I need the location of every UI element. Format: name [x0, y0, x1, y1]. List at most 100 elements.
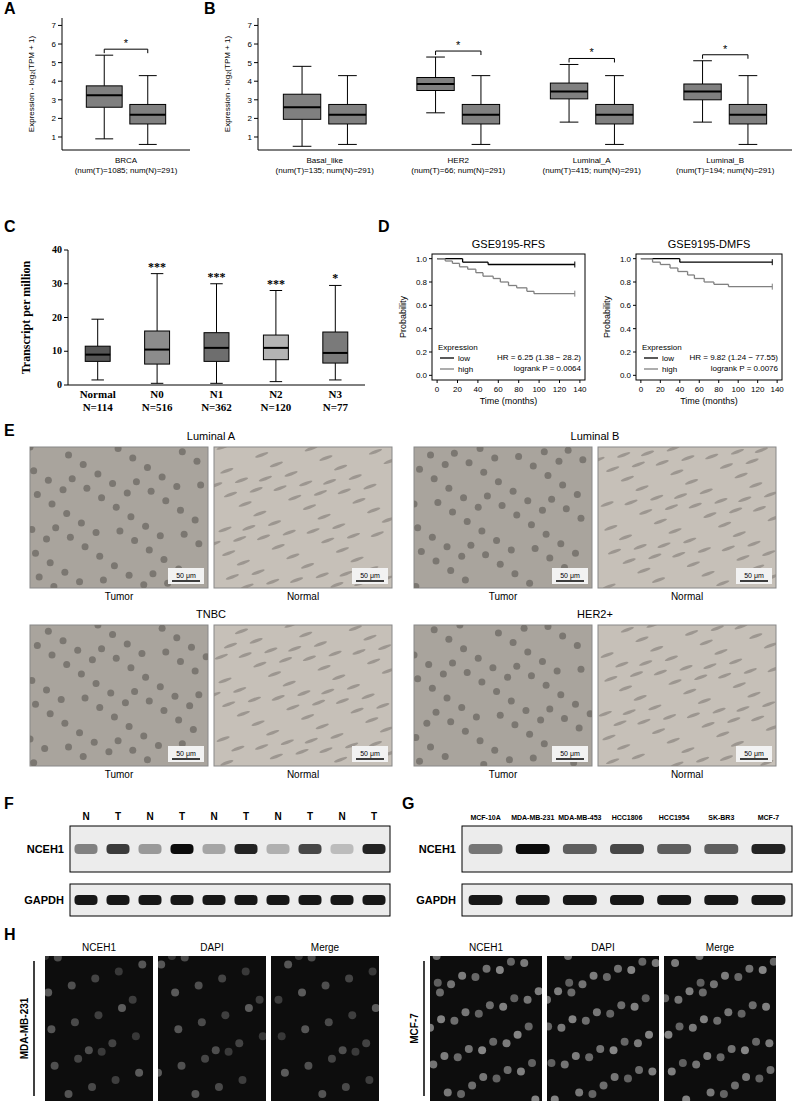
whisker [747, 76, 748, 105]
fiber [738, 495, 752, 503]
fiber [620, 475, 634, 483]
if-image [271, 956, 379, 1101]
median [462, 114, 499, 116]
nucleus [96, 553, 103, 560]
scale-patch [736, 568, 772, 584]
nucleus [429, 685, 436, 692]
significance-bracket [569, 58, 614, 62]
ihc-image [30, 447, 208, 588]
image-label: Normal [287, 591, 319, 602]
nucleus [192, 516, 199, 523]
fiber [319, 454, 333, 462]
nucleus [555, 458, 562, 465]
fiber [763, 642, 776, 650]
x-tick-label: 20 [656, 385, 665, 394]
nucleus [445, 636, 452, 643]
channel-label: DAPI [591, 942, 614, 953]
nucleus [497, 712, 504, 719]
band [74, 844, 97, 854]
cell [742, 1073, 750, 1081]
nucleus [52, 524, 59, 531]
whisker-cap [151, 383, 163, 384]
nucleus [41, 745, 48, 752]
y-tick-label: 0.6 [620, 301, 632, 310]
nucleus [528, 672, 535, 679]
fiber [714, 497, 728, 505]
cell [301, 1025, 309, 1033]
fiber [684, 629, 698, 637]
fiber [284, 625, 298, 629]
box [130, 104, 166, 124]
x-axis [68, 385, 365, 386]
panel-letter: A [4, 0, 16, 17]
fiber [346, 683, 360, 691]
fiber [300, 713, 314, 721]
y-tick-label: 40 [52, 244, 62, 255]
y-tick [64, 351, 68, 352]
box [596, 104, 633, 124]
legend-label: low [458, 354, 470, 363]
x-tick-label: 80 [514, 385, 523, 394]
cell [369, 967, 377, 975]
cell [45, 956, 49, 960]
plot-frame [432, 254, 585, 380]
fiber [662, 713, 676, 721]
group-bar [33, 961, 35, 1096]
box [204, 333, 229, 362]
band [657, 895, 691, 905]
x-tick-label: 0 [639, 385, 644, 394]
nucleus [508, 698, 515, 705]
group-bar [423, 961, 425, 1096]
cell [132, 1032, 140, 1040]
legend-title: Expression [642, 343, 682, 352]
scale-patch [168, 568, 204, 584]
nucleus [138, 650, 145, 657]
y-tick-label: 6 [52, 40, 57, 49]
panel-letter: H [4, 926, 16, 943]
fiber [681, 746, 695, 754]
fiber [214, 481, 223, 489]
nucleus [574, 642, 581, 649]
cell [304, 1062, 312, 1070]
lane-label: HCC1806 [612, 814, 643, 821]
nucleus [572, 701, 579, 708]
cell [284, 960, 292, 968]
x-tick-label-line: N3 [329, 388, 343, 400]
fiber [278, 656, 292, 664]
fiber [348, 625, 362, 632]
y-tick-label: 7 [52, 21, 57, 30]
nucleus [140, 732, 147, 739]
cell [362, 1039, 370, 1047]
nucleus [423, 720, 430, 727]
x-tick [539, 380, 540, 383]
fiber [695, 756, 709, 764]
band [202, 844, 225, 854]
scale-bar [740, 580, 768, 582]
fiber [747, 540, 761, 548]
nucleus [530, 755, 537, 762]
whisker [275, 360, 276, 382]
fiber [269, 753, 283, 761]
whisker [435, 57, 436, 77]
km-step [517, 287, 527, 288]
y-tick [254, 25, 258, 26]
nucleus [460, 494, 467, 501]
y-tick [633, 352, 636, 353]
nucleus [416, 466, 423, 473]
nucleus [181, 531, 188, 538]
cell [98, 1048, 106, 1056]
whisker [569, 64, 570, 83]
nucleus [89, 656, 96, 663]
nucleus [76, 729, 83, 736]
cell [762, 1003, 770, 1011]
fiber [350, 556, 364, 564]
nucleus [513, 512, 520, 519]
fiber [749, 481, 763, 489]
whisker [302, 66, 303, 94]
nucleus [491, 455, 498, 462]
km-step [527, 291, 534, 292]
censor-mark [772, 284, 773, 290]
nucleus [126, 572, 133, 579]
whisker-cap [270, 381, 282, 382]
cell [171, 989, 179, 997]
